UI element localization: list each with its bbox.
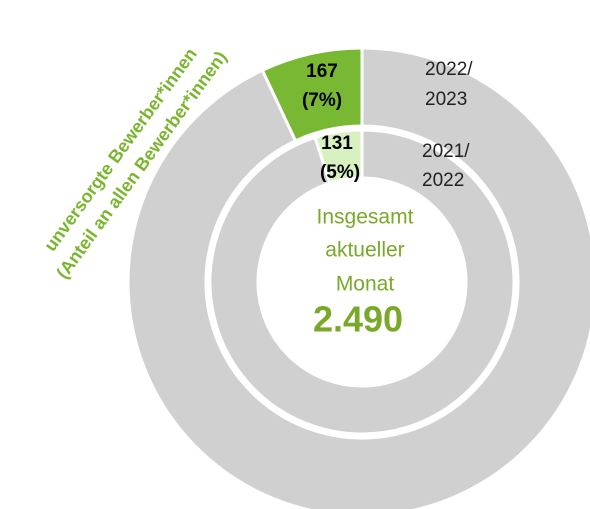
center-label: aktueller [325,239,404,262]
center-value: 2.490 [313,299,403,340]
ring-rest [208,128,516,436]
ring-segment [313,128,364,185]
percent-label: (5%) [320,162,360,183]
ring-segment [260,46,364,143]
ring-name: 2023 [425,89,467,110]
ring-name: 2022 [422,170,464,191]
percent-label: (7%) [302,90,342,111]
ring-name: 2021/ [422,141,470,162]
ring-name: 2022/ [425,59,473,80]
count-label: 167 [306,61,338,82]
count-label: 131 [321,133,353,154]
center-label: Monat [336,273,395,296]
center-label: Insgesamt [317,206,414,229]
ring-rest [126,46,590,509]
